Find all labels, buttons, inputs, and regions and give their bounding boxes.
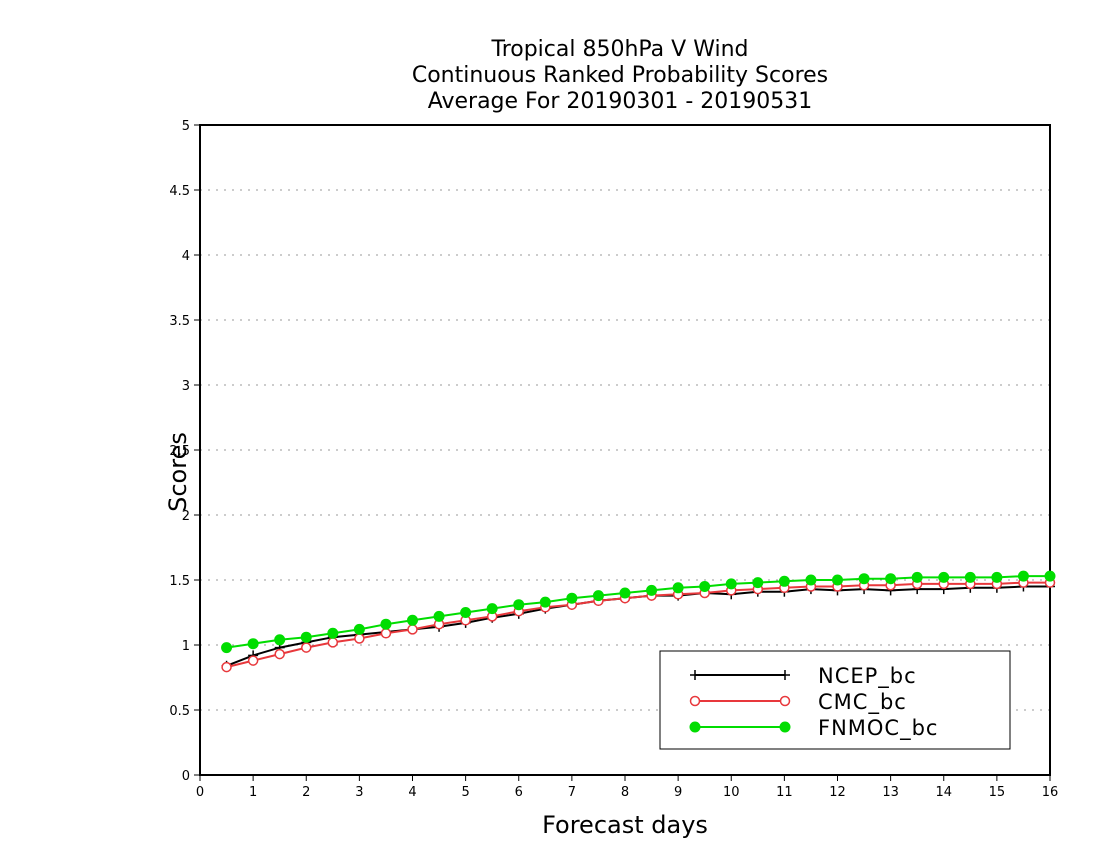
data-point-FNMOC_bc [991, 571, 1003, 583]
data-point-FNMOC_bc [327, 627, 339, 639]
x-tick-label: 5 [461, 785, 469, 800]
y-tick-label: 1 [182, 639, 190, 654]
series-FNMOC_bc [221, 570, 1056, 654]
x-tick-label: 7 [568, 785, 576, 800]
y-tick-label: 2.5 [169, 444, 190, 459]
data-point-FNMOC_bc [672, 582, 684, 594]
data-point-FNMOC_bc [1017, 570, 1029, 582]
x-tick-label: 16 [1042, 785, 1059, 800]
x-tick-label: 11 [776, 785, 793, 800]
data-point-FNMOC_bc [486, 603, 498, 615]
data-point-CMC_bc [221, 661, 232, 673]
data-point-FNMOC_bc [380, 618, 392, 630]
legend-marker-CMC_bc [779, 695, 791, 707]
y-tick-label: 0.5 [169, 704, 190, 719]
y-tick-label: 4 [182, 249, 190, 264]
data-point-FNMOC_bc [805, 574, 817, 586]
data-point-FNMOC_bc [725, 578, 737, 590]
data-point-FNMOC_bc [433, 610, 445, 622]
data-point-FNMOC_bc [460, 607, 472, 618]
data-point-FNMOC_bc [274, 634, 286, 646]
x-tick-label: 10 [723, 785, 740, 800]
legend-marker-NCEP_bc [690, 670, 700, 680]
y-tick-label: 3 [182, 379, 190, 394]
y-tick-label: 1.5 [169, 574, 190, 589]
data-point-FNMOC_bc [407, 614, 418, 626]
data-point-FNMOC_bc [699, 581, 711, 592]
chart-title-line-3: Average For 20190301 - 20190531 [427, 89, 813, 114]
x-tick-label: 3 [355, 785, 363, 800]
data-point-FNMOC_bc [964, 571, 976, 583]
data-point-FNMOC_bc [539, 596, 551, 608]
data-point-FNMOC_bc [938, 571, 950, 583]
x-tick-label: 2 [302, 785, 310, 800]
data-point-FNMOC_bc [221, 642, 233, 654]
x-tick-label: 8 [621, 785, 629, 800]
data-point-CMC_bc [380, 628, 392, 639]
legend-label-NCEP_bc: NCEP_bc [818, 664, 917, 689]
data-point-FNMOC_bc [911, 571, 923, 583]
data-point-CMC_bc [274, 648, 285, 660]
data-point-FNMOC_bc [513, 599, 525, 611]
data-point-FNMOC_bc [885, 573, 897, 585]
legend-marker-CMC_bc [689, 695, 701, 707]
x-tick-label: 6 [515, 785, 523, 800]
x-tick-label: 4 [408, 785, 416, 800]
x-tick-label: 13 [882, 785, 899, 800]
data-point-FNMOC_bc [300, 631, 312, 643]
data-point-FNMOC_bc [1044, 570, 1056, 582]
data-point-FNMOC_bc [247, 638, 259, 650]
series-group [221, 570, 1056, 673]
data-point-CMC_bc [301, 642, 312, 653]
x-axis-label: Forecast days [542, 811, 708, 839]
data-point-FNMOC_bc [566, 592, 578, 604]
y-tick-label: 5 [182, 119, 190, 134]
data-point-CMC_bc [407, 624, 418, 635]
legend-marker-FNMOC_bc [779, 721, 791, 733]
chart-title-line-1: Tropical 850hPa V Wind [491, 37, 749, 62]
legend-marker-FNMOC_bc [689, 721, 701, 733]
data-point-CMC_bc [354, 633, 365, 644]
data-point-FNMOC_bc [832, 574, 843, 586]
data-point-FNMOC_bc [752, 577, 764, 589]
y-tick-label: 2 [182, 509, 190, 524]
data-point-FNMOC_bc [592, 590, 604, 602]
grid [200, 189, 1050, 711]
x-tick-label: 15 [989, 785, 1006, 800]
legend-label-CMC_bc: CMC_bc [818, 690, 907, 715]
chart-title-line-2: Continuous Ranked Probability Scores [411, 63, 829, 88]
data-point-CMC_bc [247, 655, 259, 666]
data-point-FNMOC_bc [353, 623, 365, 635]
data-point-FNMOC_bc [646, 584, 658, 596]
x-tick-label: 1 [249, 785, 257, 800]
x-tick-label: 12 [829, 785, 846, 800]
legend-label-FNMOC_bc: FNMOC_bc [818, 716, 938, 741]
y-tick-label: 0 [182, 769, 190, 784]
x-tick-label: 0 [196, 785, 204, 800]
data-point-FNMOC_bc [619, 587, 631, 599]
data-point-FNMOC_bc [778, 575, 790, 587]
x-tick-label: 9 [674, 785, 682, 800]
x-tick-label: 14 [935, 785, 952, 800]
y-tick-label: 3.5 [169, 314, 190, 329]
data-point-FNMOC_bc [858, 573, 870, 585]
data-point-CMC_bc [327, 637, 339, 648]
axis-ticks: 00.511.522.533.544.550 1 2 3 4 5 6 7 8 9 10 11 12 13 1… [169, 119, 1058, 800]
series-line-FNMOC_bc [226, 575, 1050, 649]
legend-marker-NCEP_bc [780, 670, 790, 680]
y-tick-label: 4.5 [169, 184, 190, 199]
